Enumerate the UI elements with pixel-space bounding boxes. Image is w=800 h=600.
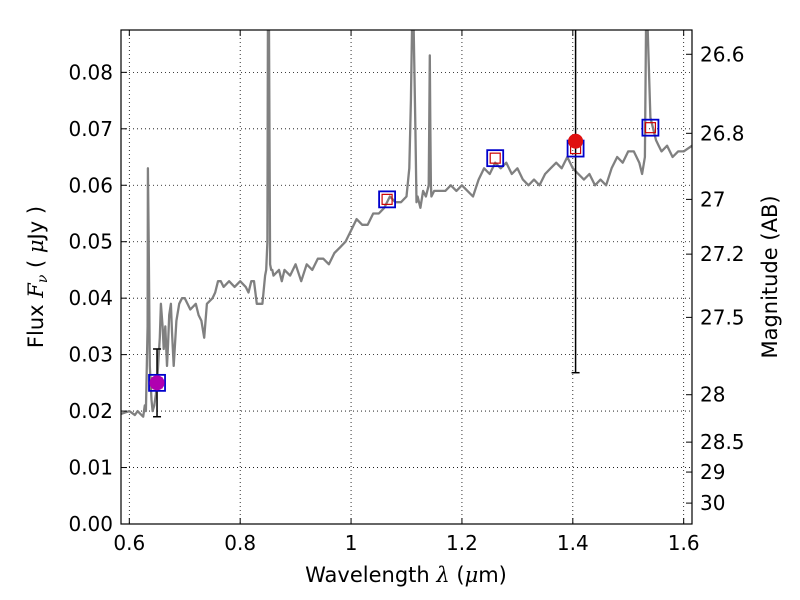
model-band-square (148, 373, 166, 392)
photometry-markers (148, 30, 660, 418)
plot-frame (120, 29, 693, 525)
y2-tick-label: 27 (700, 187, 725, 211)
model-band-inner-square (644, 122, 657, 134)
x-axis-label: Wavelength λ (μm) (305, 563, 507, 587)
model-band-square (378, 190, 396, 209)
model-band-square (641, 118, 660, 137)
grid (121, 30, 692, 525)
x-tick-label: 1.6 (668, 531, 700, 555)
y2-tick-label: 30 (700, 491, 725, 515)
y-axis-ticks: 0.00 0.01 0.02 0.03 0.04 0.05 0.06 0.07 0.08 (68, 60, 127, 536)
y-tick-label: 0.07 (68, 117, 113, 141)
y2-axis-label: Magnitude (AB) (758, 195, 782, 358)
y-tick-label: 0.03 (68, 343, 113, 367)
x-tick-label: 1.2 (446, 531, 478, 555)
y2-tick-label: 27.5 (700, 305, 745, 329)
x-axis-ticks: 0.6 0.8 1 1.2 1.4 1.6 (113, 30, 700, 555)
y2-tick-label: 26.8 (700, 121, 745, 145)
observed-flux-point (149, 375, 165, 391)
y2-tick-label: 29 (700, 460, 725, 484)
y-tick-label: 0.02 (68, 399, 113, 423)
x-tick-label: 0.8 (224, 531, 256, 555)
x-tick-label: 1 (345, 531, 358, 555)
y-tick-label: 0.05 (68, 230, 113, 254)
y2-tick-label: 26.6 (700, 42, 745, 66)
plot-area (121, 30, 692, 418)
y2-axis-ticks: 26.6 26.8 27 27.2 27.5 28 28.5 29 30 (686, 42, 745, 515)
x-tick-label: 0.6 (113, 531, 145, 555)
y-tick-label: 0.08 (68, 60, 113, 84)
y-tick-label: 0.00 (68, 512, 113, 536)
x-tick-label: 1.4 (557, 531, 589, 555)
y2-tick-label: 28 (700, 383, 725, 407)
model-band-inner-square (381, 193, 393, 205)
model-band-inner-square (489, 152, 501, 164)
spectrum-line (121, 30, 692, 418)
observed-flux-point (568, 133, 584, 149)
y-tick-label: 0.06 (68, 173, 113, 197)
y-tick-label: 0.04 (68, 286, 113, 310)
y-axis-label: Flux Fν ( μJy ) (24, 206, 51, 348)
y2-tick-label: 27.2 (700, 242, 745, 266)
y2-tick-label: 28.5 (700, 430, 745, 454)
model-band-square (486, 149, 505, 168)
y-tick-label: 0.01 (68, 456, 113, 480)
